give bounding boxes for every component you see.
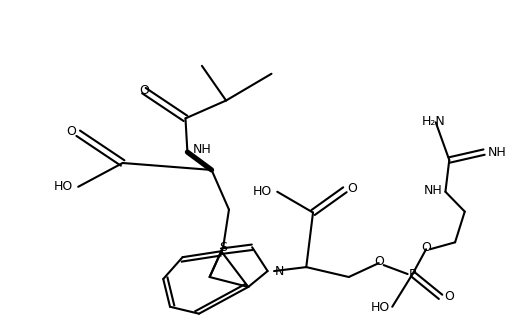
Text: HO: HO [253,185,272,198]
Text: O: O [422,241,431,254]
Text: N: N [274,265,284,278]
Text: H₂N: H₂N [422,115,446,128]
Text: S: S [219,241,227,254]
Text: HO: HO [54,180,73,193]
Text: HO: HO [370,301,390,314]
Text: NH: NH [488,146,507,159]
Text: P: P [409,267,417,280]
Text: O: O [139,84,149,97]
Text: NH: NH [424,184,442,197]
Text: O: O [374,255,384,268]
Text: NH: NH [192,143,211,156]
Text: O: O [66,125,76,138]
Text: O: O [444,290,454,303]
Text: O: O [347,182,357,195]
